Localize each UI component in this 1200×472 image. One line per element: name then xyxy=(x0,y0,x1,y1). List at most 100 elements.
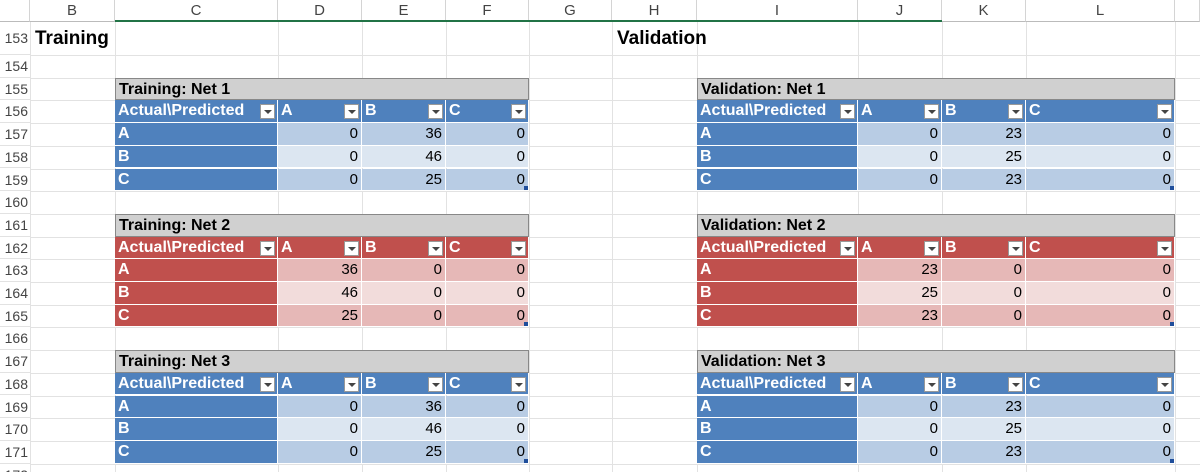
grid-line xyxy=(30,372,1200,374)
cell-value: 23 xyxy=(942,168,1026,192)
filter-dropdown[interactable] xyxy=(260,240,275,256)
row-number[interactable]: 153 xyxy=(0,22,30,55)
table-header: B xyxy=(942,100,1026,124)
column-header[interactable]: G xyxy=(529,0,612,22)
column-header[interactable]: B xyxy=(30,0,115,22)
row-number[interactable]: 160 xyxy=(0,191,30,214)
cell-value: 0 xyxy=(446,440,529,464)
cell-value: 46 xyxy=(278,282,362,305)
column-header[interactable]: E xyxy=(362,0,446,22)
grid-line xyxy=(1175,22,1176,472)
cell-value: 0 xyxy=(1026,395,1175,419)
cell-value: 0 xyxy=(278,418,362,441)
row-number[interactable]: 170 xyxy=(0,418,30,441)
cell-value: 0 xyxy=(942,304,1026,328)
row-label: B xyxy=(697,418,858,441)
cell-value: 0 xyxy=(446,282,529,305)
table-header: C xyxy=(1026,372,1175,396)
cell-value: 46 xyxy=(362,418,446,441)
filter-dropdown[interactable] xyxy=(511,376,526,392)
row-number[interactable]: 171 xyxy=(0,441,30,464)
filter-dropdown[interactable] xyxy=(344,376,359,392)
filter-dropdown[interactable] xyxy=(924,240,939,256)
corner xyxy=(0,0,30,22)
grid-line xyxy=(30,100,1200,102)
row-number[interactable]: 162 xyxy=(0,237,30,260)
cell-value: 0 xyxy=(858,145,942,169)
grid-line xyxy=(30,77,1200,79)
row-label: C xyxy=(697,168,858,192)
cell-value: 23 xyxy=(858,304,942,328)
column-header[interactable]: F xyxy=(446,0,529,22)
filter-dropdown[interactable] xyxy=(840,240,855,256)
filter-dropdown[interactable] xyxy=(260,104,275,120)
row-number[interactable]: 157 xyxy=(0,123,30,146)
row-number[interactable]: 155 xyxy=(0,78,30,101)
grid-line xyxy=(30,145,1200,147)
filter-dropdown[interactable] xyxy=(1157,104,1172,120)
cell-value: 0 xyxy=(1026,282,1175,305)
cell-value: 0 xyxy=(362,282,446,305)
row-number[interactable]: 163 xyxy=(0,259,30,282)
row-number[interactable]: 169 xyxy=(0,396,30,419)
row-number[interactable]: 161 xyxy=(0,214,30,237)
filter-dropdown[interactable] xyxy=(428,104,443,120)
column-header[interactable]: K xyxy=(942,0,1026,22)
grid-line xyxy=(30,395,1200,397)
grid-line xyxy=(30,327,1200,329)
row-label: B xyxy=(115,282,278,305)
cell-value: 25 xyxy=(942,145,1026,169)
row-label: C xyxy=(697,440,858,464)
row-number[interactable]: 156 xyxy=(0,100,30,124)
column-header[interactable]: C xyxy=(115,0,278,22)
table-header: A xyxy=(278,100,362,124)
filter-dropdown[interactable] xyxy=(344,240,359,256)
row-label: C xyxy=(115,304,278,328)
header-accent xyxy=(115,20,942,22)
filter-dropdown[interactable] xyxy=(428,240,443,256)
filter-dropdown[interactable] xyxy=(1008,104,1023,120)
filter-dropdown[interactable] xyxy=(260,376,275,392)
row-number[interactable]: 167 xyxy=(0,350,30,373)
filter-dropdown[interactable] xyxy=(1008,240,1023,256)
resize-handle xyxy=(1170,458,1174,463)
resize-handle xyxy=(524,322,528,327)
filter-dropdown[interactable] xyxy=(840,376,855,392)
row-number[interactable]: 159 xyxy=(0,169,30,192)
column-header[interactable]: I xyxy=(697,0,858,22)
cell-value: 0 xyxy=(278,440,362,464)
filter-dropdown[interactable] xyxy=(924,104,939,120)
row-number[interactable]: 172 xyxy=(0,464,30,472)
row-number[interactable]: 154 xyxy=(0,55,30,78)
grid-line xyxy=(30,418,1200,420)
column-header[interactable]: L xyxy=(1026,0,1175,22)
filter-dropdown[interactable] xyxy=(1157,376,1172,392)
grid-line xyxy=(30,282,1200,283)
table-header: C xyxy=(1026,236,1175,260)
column-header[interactable]: J xyxy=(858,0,942,22)
filter-dropdown[interactable] xyxy=(428,376,443,392)
row-number[interactable]: 158 xyxy=(0,146,30,169)
cell-value: 0 xyxy=(858,123,942,146)
cell-value: 0 xyxy=(446,418,529,441)
row-label: A xyxy=(697,259,858,282)
cell-value: 0 xyxy=(446,123,529,146)
filter-dropdown[interactable] xyxy=(840,104,855,120)
cell-value: 36 xyxy=(362,395,446,419)
cell-value: 23 xyxy=(942,440,1026,464)
filter-dropdown[interactable] xyxy=(1157,240,1172,256)
cell-value: 23 xyxy=(942,395,1026,419)
column-header[interactable]: H xyxy=(612,0,697,22)
row-number[interactable]: 168 xyxy=(0,373,30,396)
row-number[interactable]: 165 xyxy=(0,305,30,328)
row-number[interactable]: 166 xyxy=(0,327,30,351)
filter-dropdown[interactable] xyxy=(1008,376,1023,392)
cell-value: 0 xyxy=(858,440,942,464)
filter-dropdown[interactable] xyxy=(924,376,939,392)
table-header: C xyxy=(446,236,529,260)
row-number[interactable]: 164 xyxy=(0,282,30,305)
filter-dropdown[interactable] xyxy=(344,104,359,120)
filter-dropdown[interactable] xyxy=(511,240,526,256)
filter-dropdown[interactable] xyxy=(511,104,526,120)
column-header[interactable]: D xyxy=(278,0,362,22)
